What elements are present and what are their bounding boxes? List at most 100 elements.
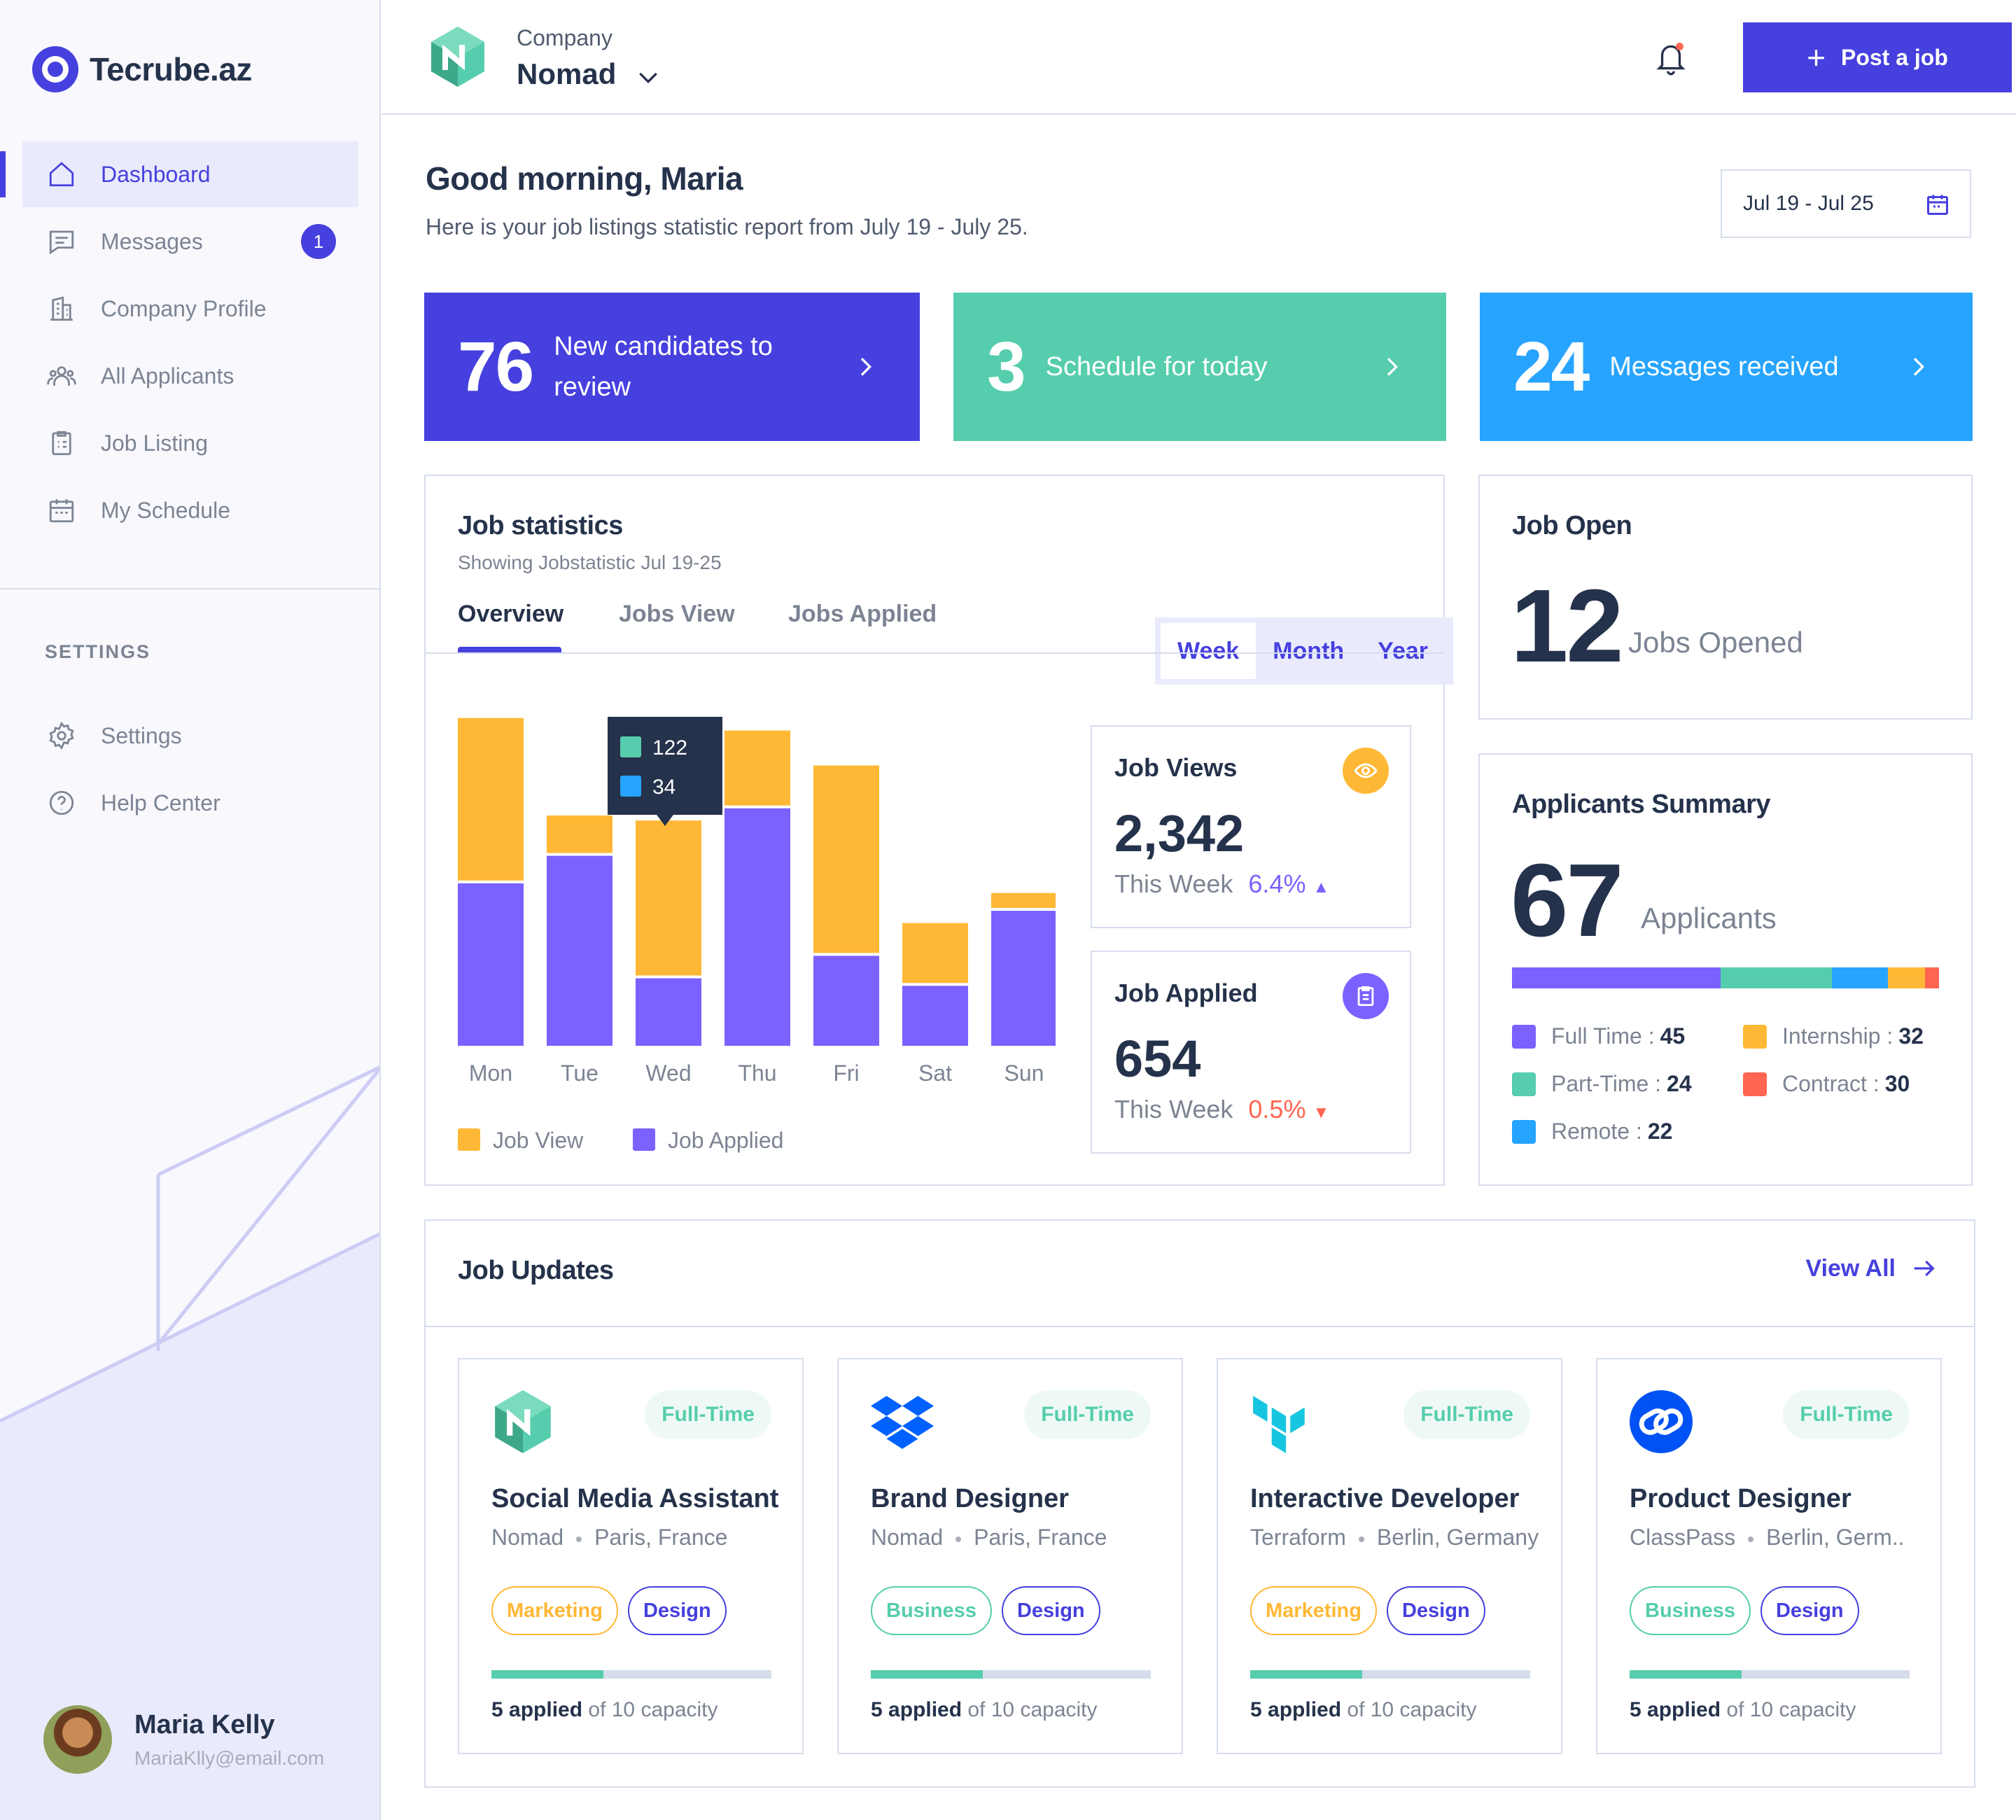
top-header: Company Nomad + Post a job — [382, 0, 2016, 115]
tag-design: Design — [627, 1586, 727, 1635]
view-all-link[interactable]: View All — [1806, 1254, 1938, 1282]
job-meta: ClassPass Berlin, Germ.. — [1630, 1525, 1905, 1550]
stat-card-new-candidates[interactable]: 76 New candidates to review — [424, 293, 920, 441]
legend-value: 30 — [1884, 1071, 1910, 1096]
stat-card-schedule[interactable]: 3 Schedule for today — [953, 293, 1446, 441]
sidebar-item-label: All Applicants — [101, 363, 234, 388]
applicants-summary-panel: Applicants Summary 67 Applicants Full Ti… — [1478, 753, 1973, 1186]
legend-swatch — [633, 1128, 655, 1151]
legend-swatch — [1512, 1119, 1536, 1144]
tab-jobs-view[interactable]: Jobs View — [619, 601, 735, 627]
applicants-label: Applicants — [1641, 902, 1777, 934]
legend-full-time: Full Time :45 — [1512, 1023, 1685, 1049]
triangle-down-icon: ▼ — [1312, 1103, 1330, 1122]
chevron-down-icon[interactable] — [634, 63, 662, 91]
sidebar: Tecrube.az Dashboard Messages 1 Company … — [0, 0, 381, 1820]
sidebar-item-help-center[interactable]: Help Center — [22, 770, 358, 836]
sidebar-item-messages[interactable]: Messages 1 — [22, 209, 358, 274]
job-company: Terraform — [1250, 1525, 1346, 1550]
tag-business: Business — [871, 1586, 992, 1635]
bar-job-view — [991, 892, 1056, 909]
tab-overview[interactable]: Overview — [458, 601, 564, 627]
sidebar-item-my-schedule[interactable]: My Schedule — [22, 477, 358, 543]
job-applied-period-row: This Week 0.5% ▼ — [1114, 1095, 1329, 1124]
capacity-progress — [1250, 1670, 1530, 1679]
legend-internship: Internship :32 — [1743, 1023, 1924, 1049]
job-updates-divider — [426, 1326, 1974, 1327]
sidebar-item-company-profile[interactable]: Company Profile — [22, 276, 358, 342]
job-company: Nomad — [871, 1525, 944, 1550]
help-icon — [46, 788, 77, 818]
distribution-segment — [1832, 967, 1889, 988]
bar-job-applied — [636, 978, 701, 1046]
legend-swatch — [1743, 1072, 1767, 1096]
legend-part-time: Part-Time :24 — [1512, 1071, 1692, 1097]
terraform-logo-icon — [1253, 1396, 1305, 1453]
job-card[interactable]: Full-Time Product Designer ClassPass Berl… — [1596, 1358, 1942, 1754]
brand-name: Tecrube.az — [90, 51, 252, 88]
legend-remote: Remote :22 — [1512, 1119, 1672, 1144]
company-name[interactable]: Nomad — [517, 57, 617, 90]
user-email: MariaKlly@email.com — [134, 1746, 325, 1769]
tag-marketing: Marketing — [1250, 1586, 1377, 1635]
tooltip-value: 122 — [652, 736, 687, 760]
bar-job-applied — [547, 855, 612, 1046]
plus-icon: + — [1807, 39, 1826, 76]
sidebar-decoration — [0, 1065, 379, 1820]
job-location: Berlin, Germany — [1376, 1525, 1539, 1550]
bar-job-view — [636, 820, 701, 976]
x-tick-label: Thu — [738, 1060, 776, 1086]
period-month[interactable]: Month — [1273, 637, 1345, 664]
notification-bell-icon[interactable] — [1653, 39, 1688, 77]
stat-card-messages[interactable]: 24 Messages received — [1480, 293, 1973, 441]
job-type-badge: Full-Time — [645, 1390, 771, 1439]
job-meta: Terraform Berlin, Germany — [1250, 1525, 1539, 1550]
sidebar-item-all-applicants[interactable]: All Applicants — [22, 343, 358, 409]
sidebar-item-label: My Schedule — [101, 497, 230, 523]
applicants-value: 67 — [1511, 843, 1624, 958]
job-location: Paris, France — [974, 1525, 1107, 1550]
bar-job-view — [547, 816, 612, 853]
brand-mark-icon — [32, 46, 78, 92]
job-card[interactable]: Full-Time Brand Designer Nomad Paris, Fra… — [837, 1358, 1183, 1754]
sidebar-item-job-listing[interactable]: Job Listing — [22, 410, 358, 476]
job-open-value: 12 — [1511, 568, 1624, 684]
job-meta: Nomad Paris, France — [871, 1525, 1107, 1550]
job-card[interactable]: Full-Time Social Media Assistant Nomad Pa… — [458, 1358, 804, 1754]
post-a-job-button[interactable]: + Post a job — [1743, 22, 2012, 92]
x-tick-label: Sat — [918, 1060, 952, 1086]
sidebar-item-label: Job Listing — [101, 430, 208, 456]
job-tags: Business Design — [1630, 1586, 1869, 1635]
date-range-picker[interactable]: Jul 19 - Jul 25 — [1721, 169, 1971, 238]
brand-logo[interactable]: Tecrube.az — [32, 46, 252, 92]
period-week[interactable]: Week — [1161, 623, 1256, 679]
tooltip-swatch — [620, 736, 641, 757]
capacity-text: 5 applied of 10 capacity — [1630, 1698, 1856, 1722]
greeting-title: Good morning, Maria — [426, 160, 743, 197]
job-applied-title: Job Applied — [1114, 979, 1258, 1007]
job-card[interactable]: Full-Time Interactive Developer Terrafor… — [1217, 1358, 1562, 1754]
home-icon — [46, 159, 77, 190]
legend-contract: Contract :30 — [1743, 1071, 1910, 1097]
eye-icon — [1343, 748, 1389, 794]
sidebar-item-settings[interactable]: Settings — [22, 703, 358, 769]
sidebar-divider — [0, 588, 379, 589]
job-type-badge: Full-Time — [1024, 1390, 1151, 1439]
bar-job-applied — [458, 883, 524, 1046]
period-year[interactable]: Year — [1378, 637, 1429, 664]
applied-count: 5 applied — [491, 1698, 583, 1721]
job-statistics-subtitle: Showing Jobstatistic Jul 19-25 — [458, 552, 722, 573]
sidebar-item-dashboard[interactable]: Dashboard — [22, 141, 358, 207]
job-company: Nomad — [491, 1525, 564, 1550]
distribution-segment — [1888, 967, 1926, 988]
tab-jobs-applied[interactable]: Jobs Applied — [788, 601, 937, 627]
distribution-segment — [1721, 967, 1833, 988]
chevron-right-icon — [860, 358, 872, 376]
messages-badge: 1 — [301, 224, 336, 259]
bar-job-view — [813, 765, 879, 953]
capacity-progress-fill — [491, 1670, 603, 1679]
active-indicator — [0, 151, 6, 197]
user-profile[interactable]: Maria Kelly MariaKlly@email.com — [43, 1705, 324, 1774]
x-tick-label: Fri — [833, 1060, 859, 1086]
stat-label: Schedule for today — [1045, 352, 1268, 382]
